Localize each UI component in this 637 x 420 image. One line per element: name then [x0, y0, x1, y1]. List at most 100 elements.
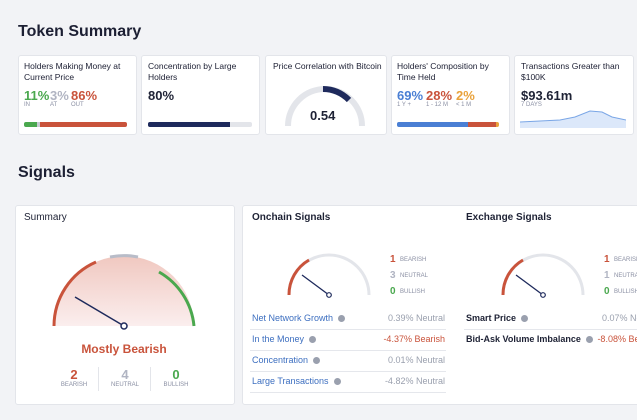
value: 0.07%: [601, 313, 628, 323]
count-label: NEUTRAL: [400, 273, 429, 279]
row-divider: [250, 350, 446, 351]
card-title: Holders' Composition by Time Held: [397, 61, 489, 82]
stat: 80%: [148, 88, 175, 103]
signal-name: Concentration: [252, 355, 309, 365]
value: -8.08%: [597, 334, 626, 344]
count-label: BULLISH: [614, 289, 637, 295]
bar: [397, 122, 468, 127]
gauge-pivot: [326, 292, 332, 298]
help-icon[interactable]: [313, 357, 321, 364]
bar: [496, 122, 499, 127]
status: Bearish: [628, 334, 637, 344]
count-label: BEARISH: [614, 257, 637, 263]
count-label: BEARISH: [400, 257, 427, 263]
gauge-arc: [501, 258, 524, 296]
signal-name: Bid-Ask Volume Imbalance: [466, 334, 581, 344]
divider: [150, 367, 151, 391]
gauge: [52, 254, 196, 330]
count-label: BULLISH: [163, 382, 189, 388]
count: 0: [604, 286, 610, 297]
signal-name: Large Transactions: [252, 376, 329, 386]
card-title: Onchain Signals: [252, 212, 331, 223]
gauge-needle: [515, 274, 544, 296]
count: 4: [121, 367, 129, 382]
stat-label: IN: [24, 102, 30, 108]
stat: $93.61m: [521, 88, 573, 103]
count: 0: [390, 286, 396, 297]
count: 1: [390, 254, 396, 265]
divider: [98, 367, 99, 391]
signal-name: Smart Price: [466, 313, 517, 323]
card: [141, 55, 260, 135]
gauge-arc: [322, 86, 352, 103]
signal-name: In the Money: [252, 334, 305, 344]
help-icon[interactable]: [585, 336, 593, 343]
bar: [24, 122, 37, 127]
gauge-needle: [301, 274, 330, 296]
card-title: Holders Making Money at Current Price: [24, 61, 121, 82]
help-icon[interactable]: [338, 315, 346, 322]
help-icon[interactable]: [521, 315, 529, 322]
gauge-arc: [287, 258, 310, 296]
gauge-track: [501, 253, 585, 296]
stat: 28%: [426, 88, 453, 103]
count-label: BEARISH: [60, 382, 88, 388]
gauge: [501, 253, 585, 298]
row-divider: [250, 329, 446, 330]
card: [18, 55, 137, 135]
value: 0.01%: [387, 355, 414, 365]
stat: 86%: [71, 88, 98, 103]
count-label: BULLISH: [400, 289, 426, 295]
card: [391, 55, 510, 135]
status: Neutral: [629, 313, 637, 323]
stat-label: < 1 M: [456, 102, 472, 108]
section-title: Signals: [18, 164, 75, 181]
bar: [148, 122, 230, 127]
help-icon[interactable]: [309, 336, 317, 343]
stat-label: AT: [50, 102, 58, 108]
gauge-pivot: [540, 292, 546, 298]
signal-name: Net Network Growth: [252, 313, 334, 323]
signal-value: -8.08% Bearish: [597, 334, 637, 344]
stat-label: OUT: [71, 102, 84, 108]
sparkline: [520, 110, 626, 128]
card-title: Price Correlation with Bitcoin: [273, 61, 382, 71]
sparkline-area: [520, 111, 626, 128]
gauge-fill: [54, 256, 194, 326]
stat-label: 1 Y +: [397, 102, 411, 108]
gauge-needle: [74, 296, 125, 327]
stat: 69%: [397, 88, 424, 103]
signal-value: -4.82% Neutral: [385, 376, 445, 386]
stat: 0.54: [310, 108, 336, 123]
status: Bearish: [414, 334, 445, 344]
section-title: Token Summary: [18, 23, 142, 40]
count: 1: [604, 254, 610, 265]
row-divider: [464, 329, 637, 330]
count: 1: [604, 270, 610, 281]
card-title: Concentration by Large Holders: [148, 61, 237, 82]
status: Neutral: [415, 355, 445, 365]
status: Neutral: [415, 313, 445, 323]
stat: 11%: [24, 88, 50, 103]
count: 2: [70, 367, 78, 382]
gauge-track: [287, 253, 371, 296]
gauge: [287, 253, 371, 298]
signal-value: 0.39% Neutral: [388, 313, 445, 323]
stat: 3%: [50, 88, 69, 103]
count-label: NEUTRAL: [110, 382, 139, 388]
gauge-pivot: [120, 322, 128, 330]
card: [242, 205, 637, 405]
row-divider: [250, 392, 446, 393]
stat-label: 7 DAYS: [521, 102, 542, 108]
gauge-arc: [52, 260, 97, 327]
count: 0: [172, 367, 180, 382]
help-icon[interactable]: [333, 378, 341, 385]
card-title: Summary: [24, 212, 67, 223]
bar: [468, 122, 496, 127]
verdict: Mostly Bearish: [81, 342, 167, 356]
stat-label: 1 - 12 M: [426, 102, 449, 108]
bar: [37, 122, 40, 127]
stat: 2%: [456, 88, 475, 103]
card-title: Transactions Greater than $100K: [521, 61, 620, 82]
